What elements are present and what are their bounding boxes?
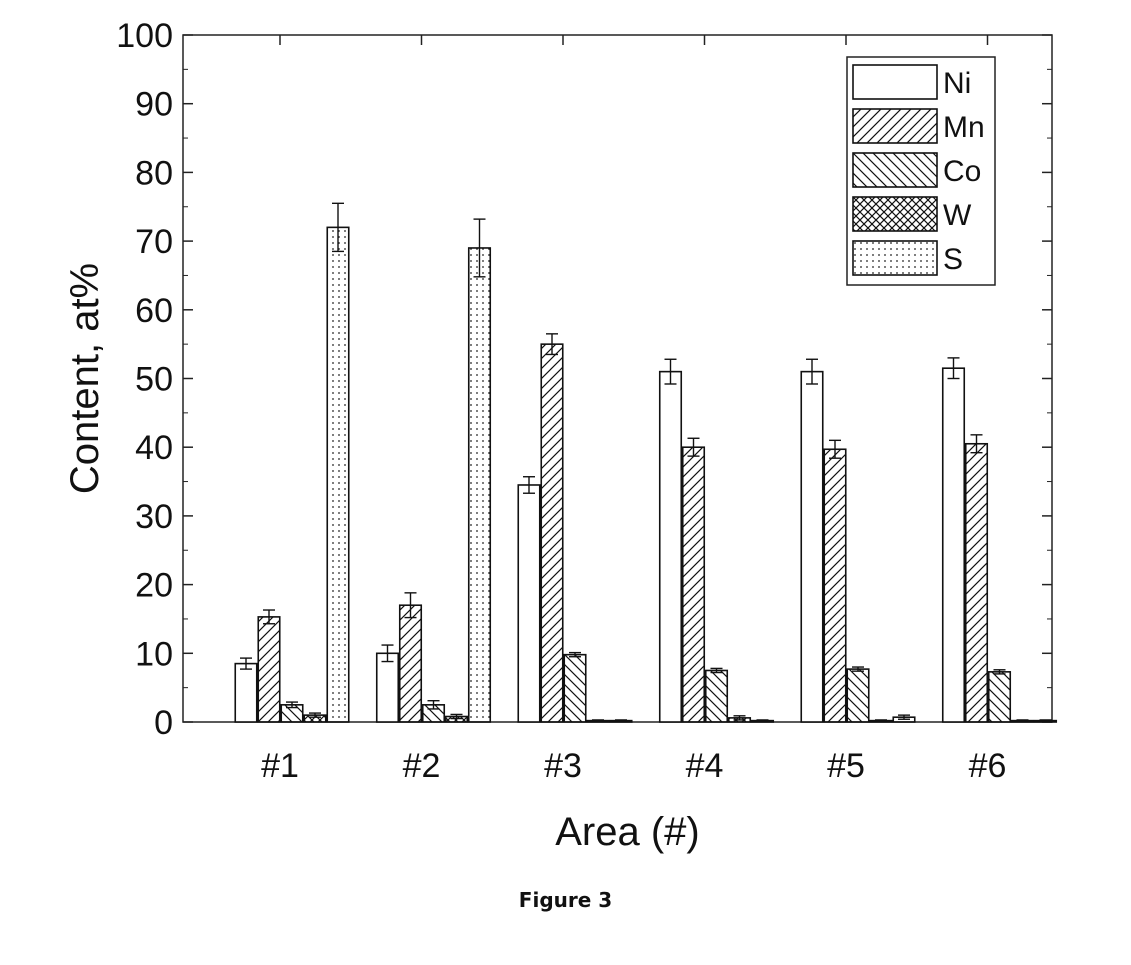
bar-ni-6: [941, 367, 966, 723]
x-tick-label: #1: [261, 747, 299, 785]
y-axis-label: Content, at%: [63, 263, 107, 494]
legend-label-mn: Mn: [943, 111, 985, 144]
bar-ni-3: [517, 484, 541, 723]
legend-label-ni: Ni: [943, 67, 971, 100]
figure-caption: Figure 3: [518, 888, 613, 912]
x-tick-label: #2: [403, 747, 441, 785]
x-tick-label: #6: [969, 747, 1007, 785]
y-tick-label: 30: [135, 498, 173, 536]
legend-swatch-co: [852, 152, 938, 188]
legend-swatch-mn: [852, 108, 938, 144]
bar-ni-1: [234, 662, 258, 723]
y-tick-label: 60: [135, 292, 173, 330]
x-axis-label: Area (#): [555, 810, 700, 854]
bar-s-2: [467, 247, 492, 723]
legend-label-w: W: [943, 199, 972, 232]
bar-mn-4: [681, 446, 706, 723]
bar-co-3: [563, 653, 587, 723]
legend-label-s: S: [943, 243, 963, 276]
x-tick-label: #4: [686, 747, 724, 785]
y-tick-label: 50: [135, 361, 173, 399]
bar-co-5: [846, 668, 870, 723]
y-tick-label: 40: [135, 429, 173, 467]
bar-mn-5: [823, 448, 847, 723]
bar-co-6: [987, 671, 1012, 723]
bar-mn-6: [964, 442, 989, 723]
x-tick-label: #3: [544, 747, 582, 785]
y-tick-label: 70: [135, 223, 173, 261]
bar-s-1: [326, 226, 350, 723]
bar-co-4: [704, 669, 729, 723]
y-tick-label: 90: [135, 86, 173, 124]
bar-mn-3: [540, 343, 564, 723]
legend-swatch-ni: [852, 64, 938, 100]
legend-swatch-s: [852, 240, 938, 276]
legend-label-co: Co: [943, 155, 981, 188]
legend-swatch-w: [852, 196, 938, 232]
bar-ni-5: [800, 370, 824, 723]
x-tick-label: #5: [827, 747, 865, 785]
bar-ni-4: [658, 370, 683, 723]
bar-mn-2: [398, 604, 423, 723]
y-tick-label: 20: [135, 567, 173, 605]
y-tick-label: 80: [135, 154, 173, 192]
y-tick-label: 0: [154, 704, 173, 742]
bar-ni-2: [375, 652, 400, 723]
bar-mn-1: [257, 616, 281, 723]
y-tick-label: 10: [135, 635, 173, 673]
y-tick-label: 100: [116, 17, 173, 55]
